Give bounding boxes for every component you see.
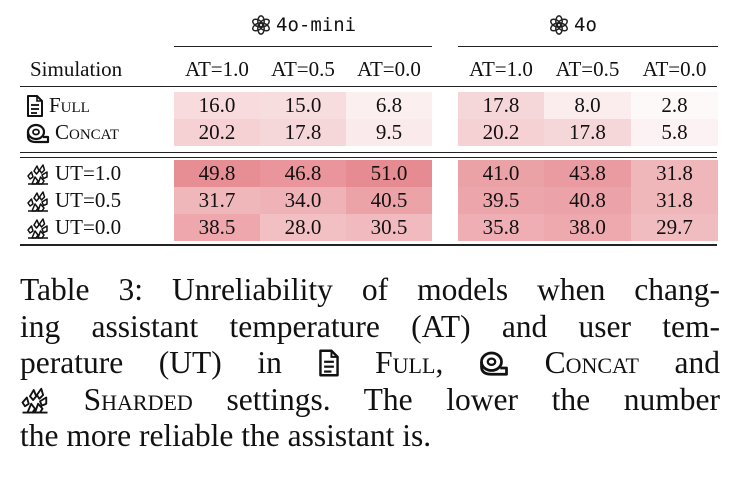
table-cell: 17.8 [544,119,631,146]
table-cell: 41.0 [458,160,544,187]
bottom-rule [20,244,717,246]
table-cell: 38.5 [174,214,260,241]
caption-text: and [674,345,721,381]
row-label-text: UT=0.0 [55,215,122,239]
table-cell: 20.2 [458,119,544,146]
group-rule [458,46,718,47]
model-header-4o: 4o [548,14,597,36]
column-header-at-0.5: AT=0.5 [271,57,335,81]
table-cell: 6.8 [346,92,432,119]
table-cell: 28.0 [260,214,346,241]
group-rule [174,46,432,47]
table-cell: 40.5 [346,187,432,214]
shards-icon [27,163,48,185]
caption-line: Table 3: Unreliability of models when ch… [20,272,720,307]
caption-concat: Concat [544,345,639,381]
table-caption: Table 3: Unreliability of models when ch… [20,272,720,455]
row-label-text: Concat [55,120,120,144]
caption-sharded: Sharded [83,381,193,417]
table-cell: 34.0 [260,187,346,214]
caption-line: ing assistant temperature (AT) and user … [20,308,720,344]
column-header-at-0.5: AT=0.5 [555,57,620,81]
row-label-text: UT=1.0 [55,161,122,185]
openai-logo-icon [252,15,270,35]
table-cell: 8.0 [544,92,631,119]
table-cell: 39.5 [458,187,544,214]
row-label-ut-1.0: UT=1.0 [26,160,121,187]
simulation-header: Simulation [30,57,123,81]
shards-icon [27,190,48,212]
column-header-at-0.0: AT=0.0 [642,57,707,81]
header-rule [20,86,717,87]
document-icon [27,94,43,117]
document-icon [318,349,339,377]
row-label-ut-0.0: UT=0.0 [26,214,121,241]
tape-roll-icon [26,123,50,143]
row-label-text: UT=0.5 [55,188,122,212]
row-label-concat: Concat [26,119,119,146]
shards-icon [21,387,48,414]
section-rule [20,152,717,153]
table-cell: 5.8 [631,119,718,146]
table-cell: 38.0 [544,214,631,241]
shards-icon [27,217,48,239]
section-rule [20,157,717,158]
tape-roll-icon [480,351,508,376]
row-label-full: Full [26,92,90,119]
table-cell: 15.0 [260,92,346,119]
table-cell: 31.8 [631,160,718,187]
row-label-text: Full [49,93,90,117]
table-cell: 46.8 [260,160,346,187]
column-header-at-0.0: AT=0.0 [357,57,421,81]
table-cell: 49.8 [174,160,260,187]
caption-line: perature (UT) in Full, Concat and [20,345,721,381]
model-label: 4o-mini [276,14,357,36]
row-label-ut-0.5: UT=0.5 [26,187,121,214]
table-cell: 51.0 [346,160,432,187]
caption-text: settings. The lower the number [226,381,720,417]
table-cell: 29.7 [631,214,718,241]
caption-full: Full [375,345,436,381]
table-cell: 31.7 [174,187,260,214]
table-cell: 9.5 [346,119,432,146]
table-cell: 30.5 [346,214,432,241]
column-header-at-1.0: AT=1.0 [185,57,249,81]
openai-logo-icon [550,15,568,35]
model-label: 4o [574,14,597,36]
table-cell: 16.0 [174,92,260,119]
table-cell: 35.8 [458,214,544,241]
table-cell: 20.2 [174,119,260,146]
table-cell: 40.8 [544,187,631,214]
model-header-4o-mini: 4o-mini [250,14,356,36]
table-cell: 17.8 [260,119,346,146]
caption-text: perature (UT) in [20,345,282,381]
column-header-at-1.0: AT=1.0 [469,57,533,81]
table-cell: 2.8 [631,92,718,119]
caption-line: Sharded settings. The lower the number [20,382,720,419]
table-cell: 17.8 [458,92,544,119]
table-cell: 31.8 [631,187,718,214]
caption-line: the more reliable the assistant is. [20,418,432,454]
table-cell: 43.8 [544,160,631,187]
